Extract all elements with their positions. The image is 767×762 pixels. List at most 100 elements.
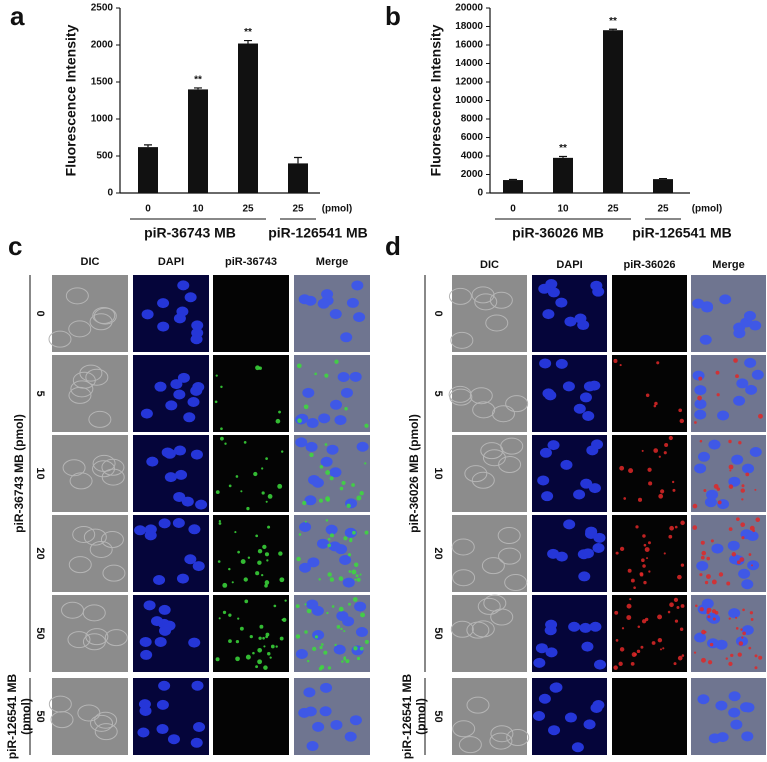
probe-signal: [261, 573, 264, 577]
probe-signal: [637, 625, 641, 628]
probe-signal: [725, 657, 729, 660]
nucleus: [158, 518, 171, 529]
probe-signal: [359, 573, 362, 576]
probe-signal: [304, 603, 307, 606]
cell-outline: [471, 286, 495, 304]
probe-signal: [257, 659, 263, 665]
y-tick-label: 20000: [455, 3, 483, 14]
nucleus: [157, 321, 170, 332]
cell-outline: [88, 410, 112, 428]
probe-signal: [728, 439, 732, 444]
probe-signal: [623, 497, 627, 500]
probe-signal: [239, 626, 244, 631]
probe-signal: [327, 543, 331, 548]
probe-signal: [264, 580, 270, 585]
nucleus: [564, 316, 577, 327]
error-bar: [509, 178, 517, 181]
probe-signal: [267, 494, 273, 499]
probe-signal: [619, 465, 625, 471]
cell-outline: [50, 711, 74, 729]
probe-signal: [257, 549, 263, 554]
cell-outline: [92, 306, 116, 324]
nucleus: [354, 601, 367, 612]
row-label: 50: [34, 710, 46, 722]
probe-signal: [306, 659, 310, 663]
nucleus: [560, 459, 573, 470]
cell-outline: [69, 472, 93, 490]
probe-signal: [680, 563, 685, 567]
bar: [238, 43, 258, 193]
cell-outline: [92, 454, 116, 472]
nucleus: [579, 622, 592, 633]
probe-signal: [262, 636, 265, 640]
probe-signal: [738, 641, 744, 646]
nucleus: [188, 637, 201, 648]
probe-signal: [318, 578, 321, 581]
probe-signal: [674, 525, 678, 529]
probe-signal: [303, 404, 309, 410]
probe-signal: [673, 597, 679, 603]
probe-signal: [701, 657, 706, 663]
probe-signal: [715, 370, 720, 375]
nucleus: [311, 477, 324, 488]
cell-outline: [102, 564, 126, 582]
row-group-label-line: (pmol): [19, 698, 33, 735]
probe-signal: [258, 636, 262, 640]
probe-signal: [619, 364, 622, 367]
group-label: piR-36743 MB: [144, 225, 236, 241]
y-tick-label: 4000: [461, 151, 484, 162]
nucleus: [749, 447, 762, 458]
probe-signal: [626, 615, 632, 620]
micrograph: [213, 595, 289, 672]
nucleus: [573, 403, 586, 414]
nucleus: [184, 292, 197, 303]
nucleus: [165, 400, 178, 411]
nucleus: [190, 737, 203, 748]
probe-signal: [741, 536, 745, 540]
nucleus: [156, 724, 169, 735]
nucleus: [542, 309, 555, 320]
nucleus: [592, 286, 605, 297]
nucleus: [547, 440, 560, 451]
cell-outline: [68, 556, 92, 574]
probe-signal: [234, 531, 237, 534]
y-tick-label: 10000: [455, 95, 483, 106]
probe-signal: [228, 567, 231, 571]
nucleus: [295, 648, 308, 659]
cell-outline: [505, 395, 529, 413]
probe-signal: [231, 581, 234, 584]
probe-signal: [658, 493, 664, 499]
cell-outline: [498, 547, 522, 565]
nucleus: [538, 693, 551, 704]
nucleus: [312, 721, 325, 732]
nucleus: [161, 447, 174, 458]
probe-signal: [726, 581, 731, 586]
nucleus: [728, 476, 741, 487]
micrograph: [691, 435, 766, 512]
probe-signal: [699, 439, 703, 443]
nucleus: [694, 385, 707, 396]
probe-signal: [329, 577, 335, 582]
probe-signal: [325, 470, 331, 476]
probe-signal: [220, 385, 223, 389]
nucleus: [745, 384, 758, 395]
nucleus: [717, 410, 730, 421]
nucleus: [694, 409, 707, 420]
probe-signal: [754, 488, 757, 491]
nucleus: [533, 657, 546, 668]
cell-outline: [480, 442, 504, 460]
nucleus: [746, 531, 759, 542]
cell-outline: [65, 287, 89, 305]
nucleus: [588, 380, 601, 391]
bar: [503, 180, 523, 193]
nucleus: [304, 495, 317, 506]
probe-signal: [264, 552, 270, 557]
probe-signal: [699, 607, 704, 612]
micrograph: [532, 595, 607, 672]
nucleus: [545, 647, 558, 658]
probe-signal: [700, 540, 705, 545]
probe-signal: [279, 577, 285, 583]
probe-signal: [668, 435, 673, 441]
probe-signal: [748, 553, 752, 556]
nucleus: [579, 392, 592, 403]
